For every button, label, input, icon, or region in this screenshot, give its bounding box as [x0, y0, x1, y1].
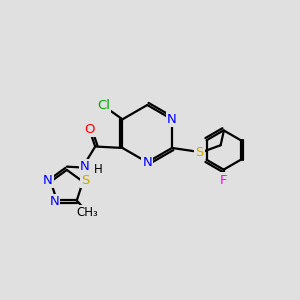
Text: CH₃: CH₃ [76, 206, 98, 219]
Text: S: S [81, 174, 90, 187]
Text: N: N [167, 113, 177, 126]
Text: H: H [94, 163, 102, 176]
Text: N: N [80, 160, 90, 173]
Text: N: N [142, 156, 152, 169]
Text: N: N [43, 174, 53, 187]
Text: F: F [220, 173, 227, 187]
Text: O: O [84, 123, 94, 136]
Text: Cl: Cl [97, 99, 110, 112]
Text: S: S [195, 146, 203, 158]
Text: N: N [49, 195, 59, 208]
